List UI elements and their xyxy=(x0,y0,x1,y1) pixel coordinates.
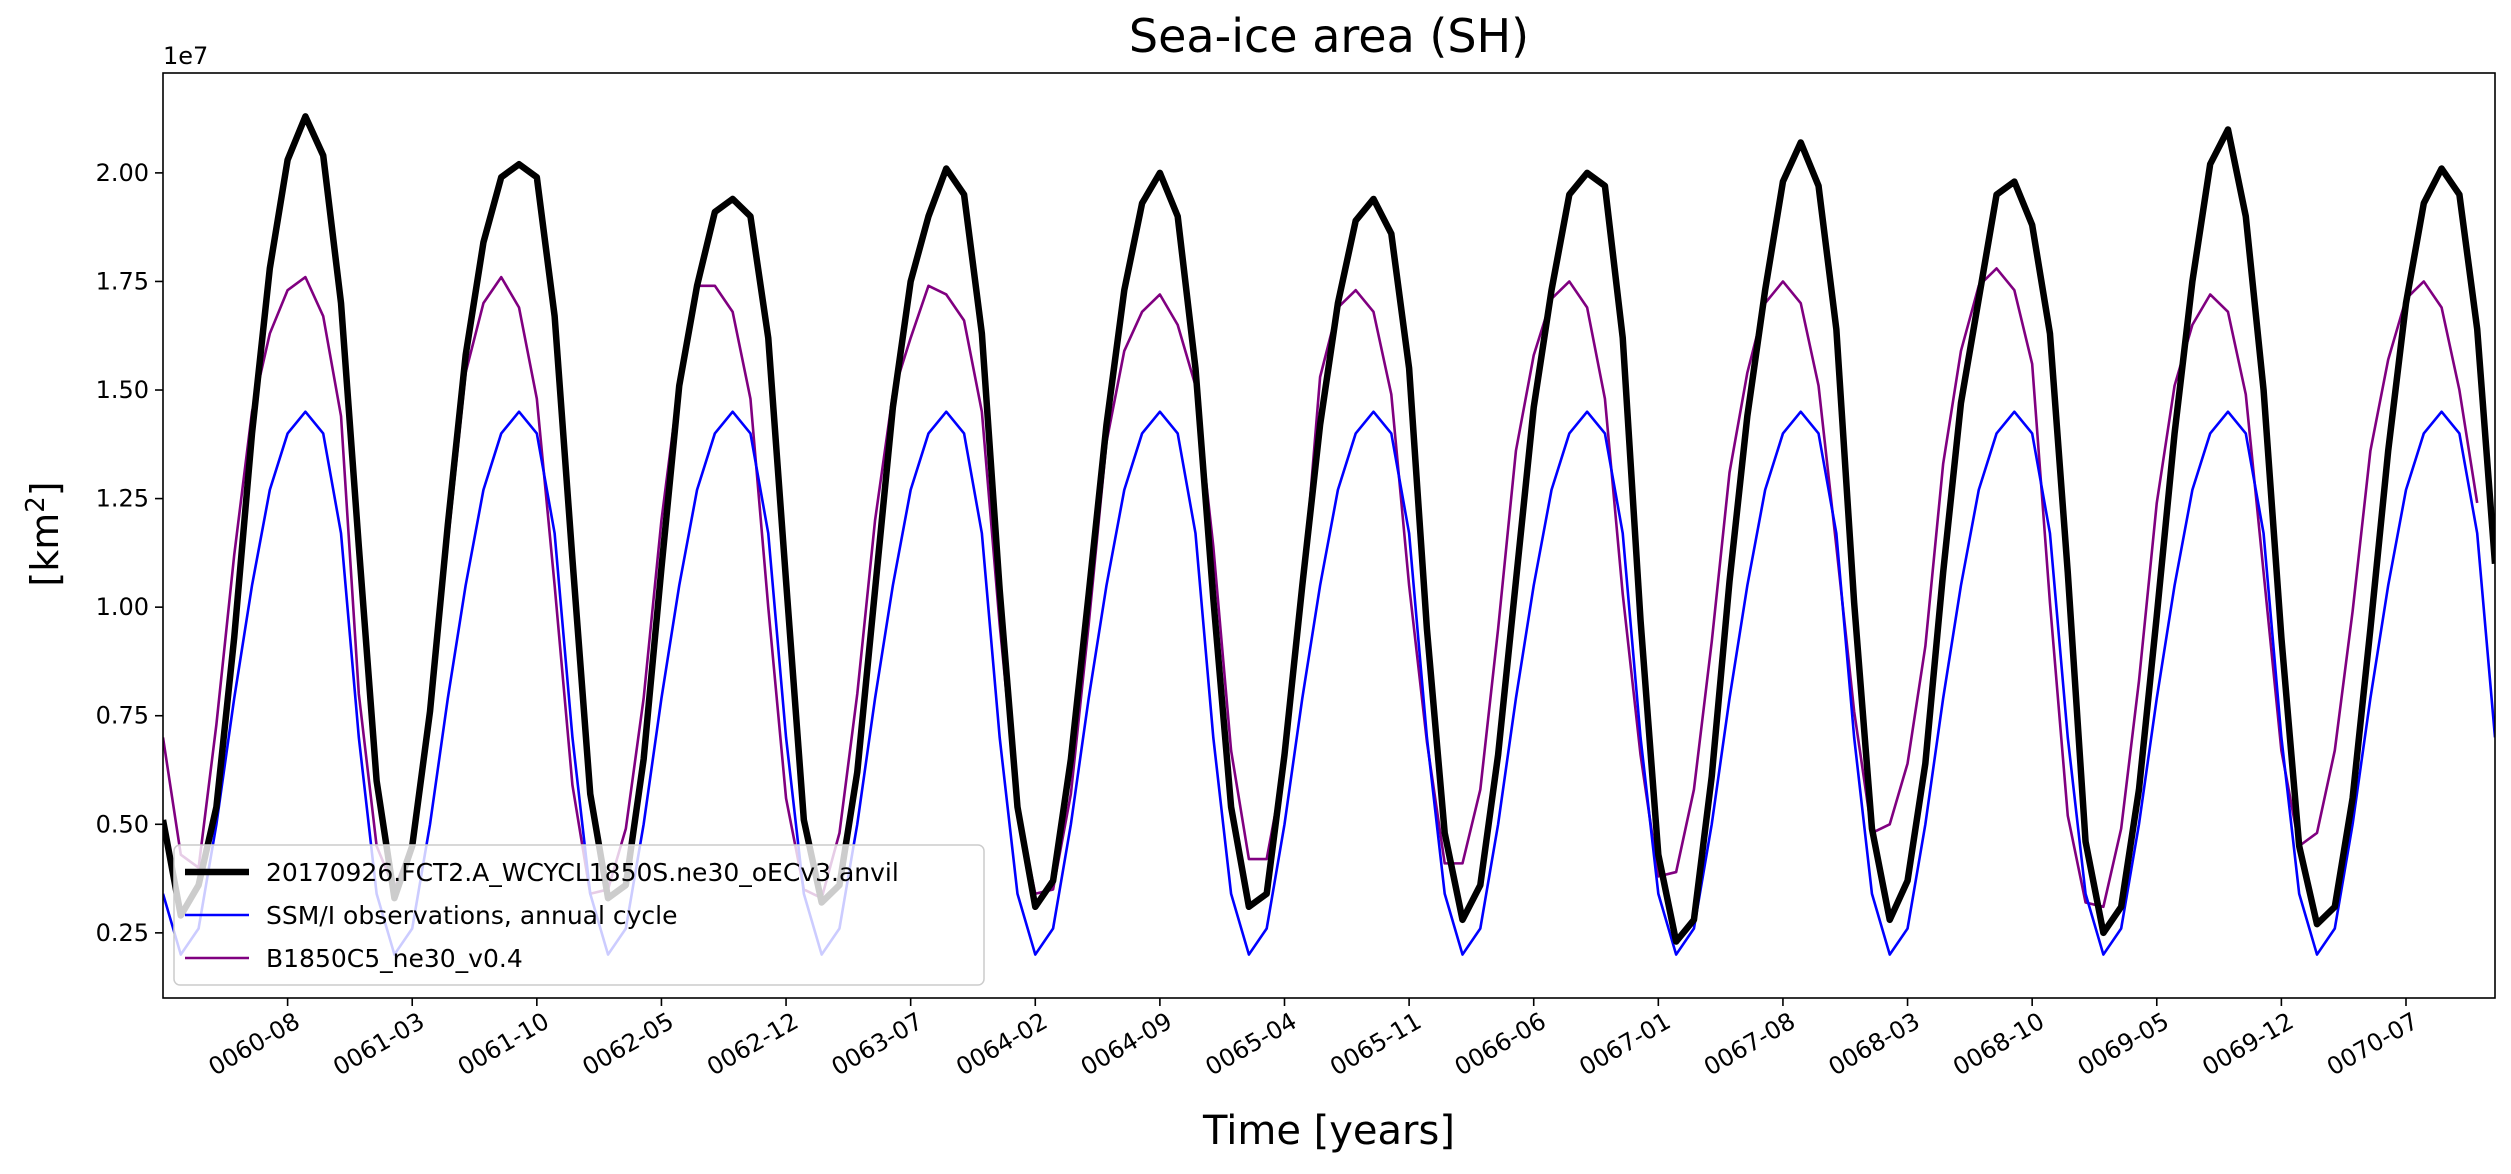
y-tick-label: 1.75 xyxy=(96,267,149,295)
legend: 20170926.FCT2.A_WCYCL1850S.ne30_oECv3.an… xyxy=(173,844,985,986)
chart-title: Sea-ice area (SH) xyxy=(1129,9,1529,63)
y-axis-ticks: 0.25 0.50 0.75 1.00 1.25 1.50 1.75 2.00 xyxy=(96,159,163,947)
y-tick-label: 1.25 xyxy=(96,485,149,513)
legend-label-model-run: 20170926.FCT2.A_WCYCL1850S.ne30_oECv3.an… xyxy=(266,858,899,887)
series-layer xyxy=(163,113,2495,956)
legend-label-ssmi-observations: SSM/I observations, annual cycle xyxy=(266,901,678,930)
y-axis-label-end: ] xyxy=(23,481,67,496)
y-axis-offset-label: 1e7 xyxy=(163,42,208,70)
series-line-2 xyxy=(163,267,2479,909)
x-axis-label: Time [years] xyxy=(1202,1108,1455,1154)
y-tick-label: 2.00 xyxy=(96,159,149,187)
legend-label-b1850c5: B1850C5_ne30_v0.4 xyxy=(266,944,523,973)
y-axis-label-superscript: 2 xyxy=(21,496,51,513)
series-line-0 xyxy=(163,113,2495,945)
series-line-1 xyxy=(163,410,2495,956)
y-axis-label-base: [km xyxy=(23,513,67,587)
y-tick-label: 1.50 xyxy=(96,376,149,404)
y-tick-label: 0.50 xyxy=(96,810,149,838)
legend-box xyxy=(173,844,985,986)
y-axis-label: [km2] xyxy=(21,481,67,586)
plot-frame xyxy=(162,72,2496,999)
y-tick-label: 0.25 xyxy=(96,919,149,947)
y-tick-label: 0.75 xyxy=(96,702,149,730)
y-tick-label: 1.00 xyxy=(96,593,149,621)
